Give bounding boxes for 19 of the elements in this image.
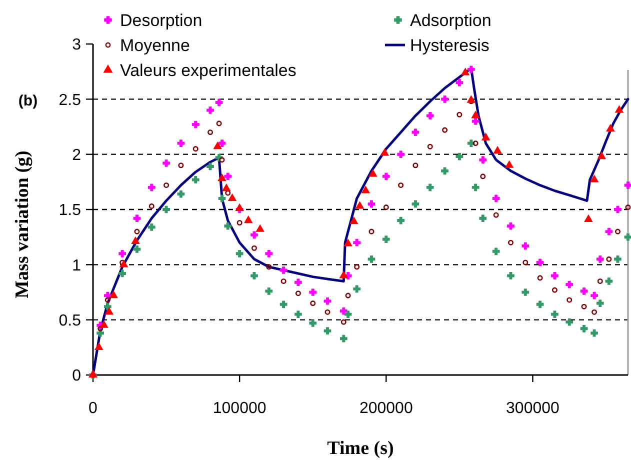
legend-label: Valeurs experimentales [120, 60, 296, 80]
y-tick-label: 1.5 [58, 202, 82, 220]
y-tick-label: 2.5 [58, 92, 82, 109]
x-tick-label: 300000 [506, 400, 560, 417]
text: (b) [18, 92, 38, 110]
x-tick-label: 0 [88, 400, 98, 417]
legend-label: Adsorption [410, 10, 492, 30]
y-tick-label: 0 [72, 368, 82, 385]
legend-label: Desorption [120, 10, 202, 30]
y-tick-label: 2 [72, 146, 82, 164]
x-axis-title: Time (s) [327, 438, 394, 459]
legend-label: Moyenne [120, 36, 190, 55]
x-tick-label: 100000 [212, 400, 266, 417]
y-tick-label: 0.5 [58, 312, 82, 330]
legend-label: Hysteresis [410, 36, 490, 55]
y-axis-title: Mass variation (g) [12, 150, 33, 298]
x-tick-label: 200000 [359, 400, 413, 417]
y-tick-label: 3 [72, 36, 82, 54]
y-tick-label: 1 [72, 257, 82, 274]
